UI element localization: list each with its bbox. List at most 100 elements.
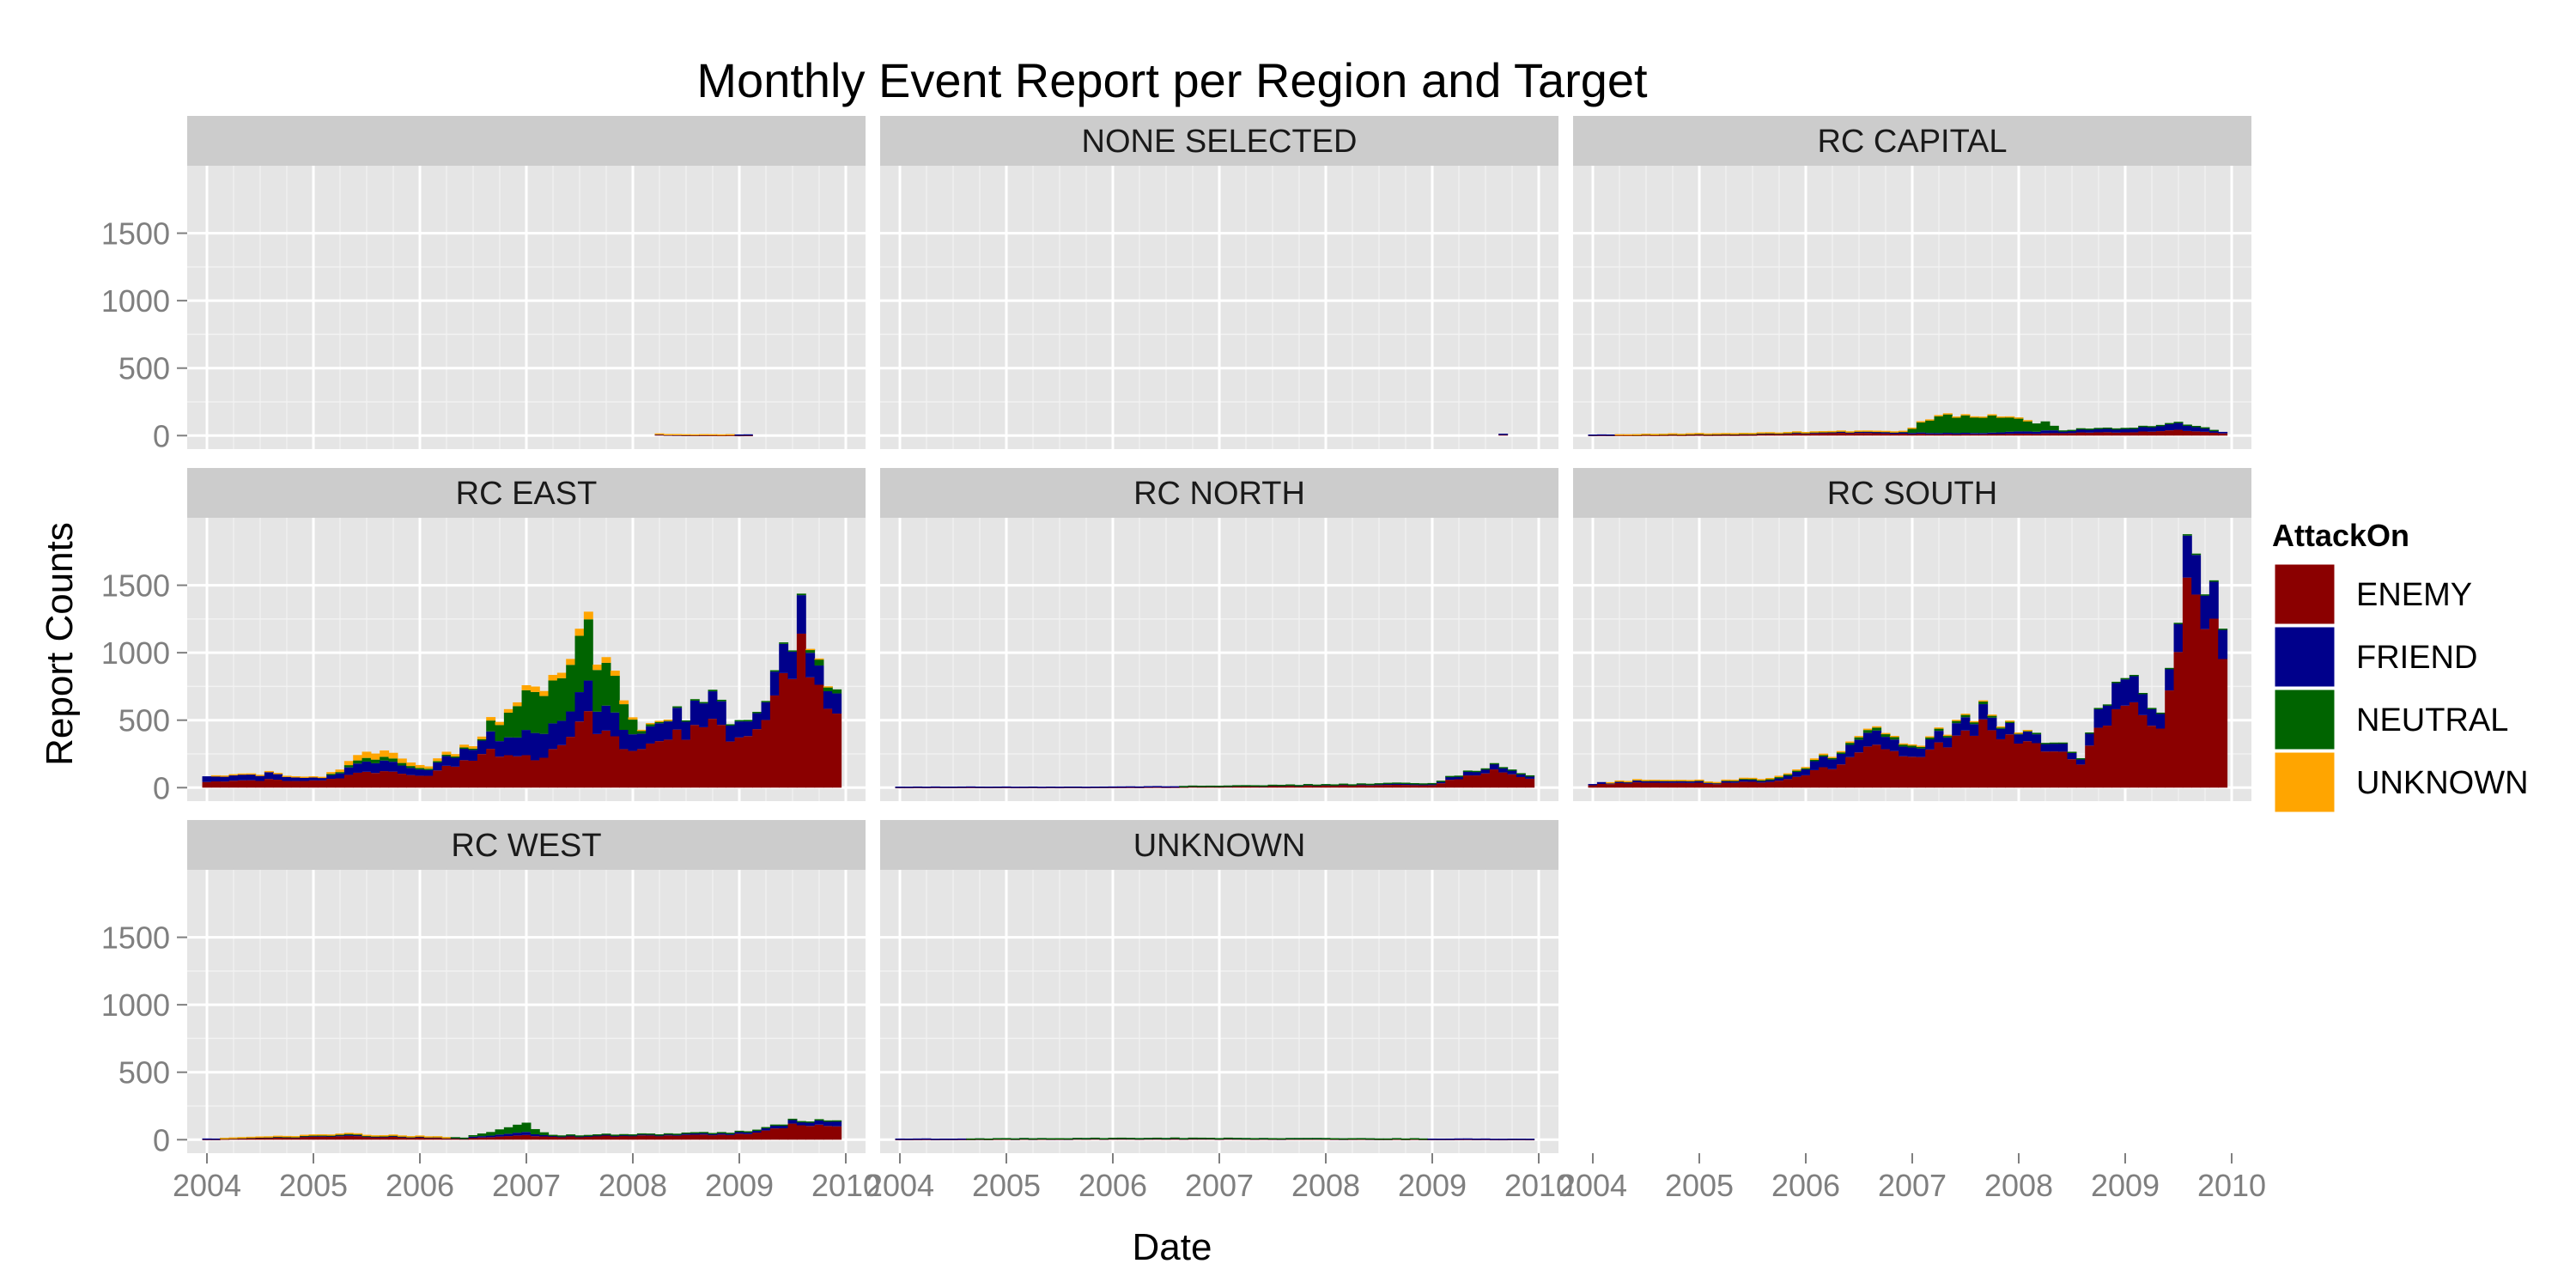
bar-segment-friend bbox=[1916, 432, 1926, 434]
bar-segment-neutral bbox=[1374, 783, 1384, 785]
bar-segment-enemy bbox=[406, 775, 416, 788]
bar-segment-enemy bbox=[636, 749, 647, 788]
bar-segment-neutral bbox=[646, 723, 656, 726]
bar-segment-neutral bbox=[566, 1134, 576, 1136]
bar-segment-neutral bbox=[1232, 785, 1242, 787]
bar-segment-unknown bbox=[654, 433, 665, 435]
bar-segment-unknown bbox=[601, 657, 611, 663]
bar-segment-unknown bbox=[361, 1134, 372, 1137]
bar-segment-neutral bbox=[574, 635, 585, 693]
bar-segment-friend bbox=[734, 434, 744, 436]
bar-segment-friend bbox=[903, 1138, 914, 1140]
bar-segment-unknown bbox=[380, 750, 390, 757]
bar-segment-unknown bbox=[1641, 780, 1651, 781]
bar-segment-neutral bbox=[2111, 681, 2122, 683]
bar-segment-enemy bbox=[1925, 434, 1935, 436]
bar-segment-enemy bbox=[636, 1135, 647, 1140]
bar-segment-unknown bbox=[1712, 781, 1722, 784]
bar-segment-neutral bbox=[1462, 770, 1473, 772]
bar-segment-unknown bbox=[1801, 432, 1811, 434]
bar-segment-enemy bbox=[619, 1135, 629, 1140]
bar-segment-enemy bbox=[1632, 782, 1643, 788]
bar-segment-enemy bbox=[1223, 786, 1233, 788]
bar-segment-friend bbox=[406, 768, 416, 775]
bar-segment-enemy bbox=[1668, 434, 1678, 436]
bar-segment-unknown bbox=[1747, 433, 1758, 434]
bar-segment-neutral bbox=[548, 1134, 558, 1137]
x-tick-label: 2010 bbox=[811, 1168, 880, 1203]
facet-strip-label: UNKNOWN bbox=[1133, 828, 1306, 864]
bar-segment-neutral bbox=[530, 1128, 540, 1134]
bar-segment-enemy bbox=[539, 1136, 550, 1140]
bar-segment-enemy bbox=[734, 1133, 744, 1140]
bar-segment-enemy bbox=[1987, 730, 1997, 788]
x-tick-label: 2004 bbox=[1558, 1168, 1627, 1203]
bar-segment-friend bbox=[939, 1138, 950, 1140]
bar-segment-enemy bbox=[1774, 434, 1784, 436]
bar-segment-unknown bbox=[1952, 720, 1962, 721]
bar-segment-friend bbox=[726, 725, 736, 742]
bar-segment-neutral bbox=[1010, 1138, 1020, 1140]
bar-segment-neutral bbox=[1072, 1138, 1083, 1139]
bar-segment-neutral bbox=[1365, 783, 1376, 786]
bar-segment-enemy bbox=[1756, 434, 1766, 436]
bar-segment-enemy bbox=[654, 1136, 665, 1140]
bar-segment-neutral bbox=[1312, 784, 1322, 787]
bar-segment-friend bbox=[628, 1134, 638, 1137]
bar-segment-enemy bbox=[495, 756, 505, 788]
bar-segment-friend bbox=[415, 769, 425, 776]
bar-segment-neutral bbox=[2102, 427, 2112, 429]
bar-segment-unknown bbox=[282, 775, 292, 777]
bar-segment-unknown bbox=[1649, 434, 1660, 435]
bar-segment-friend bbox=[2191, 426, 2202, 432]
bar-segment-unknown bbox=[1845, 741, 1856, 744]
bar-segment-enemy bbox=[619, 749, 629, 788]
bar-segment-friend bbox=[1978, 433, 1989, 434]
bar-segment-enemy bbox=[1686, 434, 1696, 436]
bar-segment-enemy bbox=[1445, 780, 1455, 788]
bar-segment-friend bbox=[787, 1119, 798, 1124]
bar-segment-friend bbox=[317, 777, 327, 781]
bar-segment-neutral bbox=[1400, 1138, 1411, 1140]
facet-strip bbox=[880, 116, 1558, 166]
bar-segment-neutral bbox=[2032, 423, 2042, 432]
bar-segment-unknown bbox=[1889, 431, 1899, 433]
bar-segment-enemy bbox=[2173, 429, 2184, 436]
bar-segment-neutral bbox=[503, 1127, 513, 1134]
bar-segment-friend bbox=[2111, 683, 2122, 709]
bar-segment-enemy bbox=[556, 744, 567, 788]
bar-segment-neutral bbox=[1081, 1138, 1091, 1139]
bar-segment-enemy bbox=[1978, 719, 1989, 788]
bar-segment-neutral bbox=[1179, 1138, 1189, 1139]
bar-segment-neutral bbox=[1382, 782, 1393, 785]
bar-segment-enemy bbox=[1783, 434, 1793, 436]
bar-segment-unknown bbox=[521, 685, 532, 690]
bar-segment-enemy bbox=[752, 1133, 762, 1140]
bar-segment-unknown bbox=[1659, 434, 1669, 435]
bar-segment-unknown bbox=[317, 1133, 327, 1136]
bar-segment-neutral bbox=[1819, 755, 1829, 757]
bar-segment-enemy bbox=[610, 1136, 620, 1140]
bar-segment-friend bbox=[2182, 535, 2192, 578]
bar-segment-friend bbox=[734, 1131, 744, 1134]
bar-segment-neutral bbox=[1303, 1138, 1313, 1139]
bar-segment-unknown bbox=[1952, 416, 1962, 418]
bar-segment-neutral bbox=[380, 756, 390, 761]
bar-segment-neutral bbox=[2040, 743, 2050, 744]
bar-segment-neutral bbox=[752, 712, 762, 714]
y-tick-label: 500 bbox=[118, 703, 170, 738]
bar-segment-unknown bbox=[2005, 416, 2015, 418]
bar-segment-unknown bbox=[237, 773, 247, 775]
bar-segment-neutral bbox=[814, 659, 824, 666]
bar-segment-friend bbox=[930, 1139, 940, 1140]
bar-segment-neutral bbox=[2067, 429, 2077, 432]
bar-segment-unknown bbox=[290, 1136, 301, 1138]
x-tick-label: 2010 bbox=[1504, 1168, 1573, 1203]
bar-segment-unknown bbox=[388, 1134, 398, 1136]
bar-segment-enemy bbox=[513, 756, 523, 788]
bar-segment-neutral bbox=[1942, 413, 1953, 434]
bar-segment-neutral bbox=[1188, 785, 1198, 787]
x-tick-label: 2008 bbox=[598, 1168, 667, 1203]
bar-segment-neutral bbox=[726, 1133, 736, 1134]
bar-segment-friend bbox=[699, 703, 709, 727]
